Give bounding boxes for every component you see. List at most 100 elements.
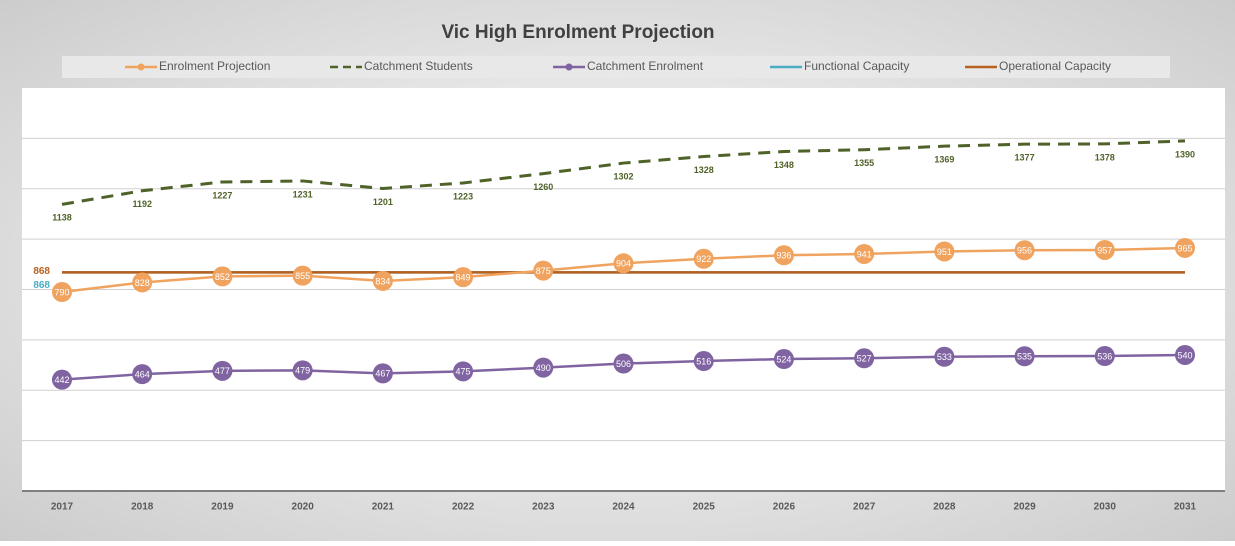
x-tick-label: 2030 (1094, 502, 1117, 513)
chart-title: Vic High Enrolment Projection (441, 22, 714, 43)
data-label: 490 (536, 363, 551, 373)
series-line (61, 139, 1186, 206)
x-tick-label: 2028 (933, 502, 956, 513)
data-label: 936 (776, 251, 791, 261)
data-label: 849 (456, 273, 471, 283)
data-label: 1355 (854, 158, 874, 168)
data-label: 956 (1017, 246, 1032, 256)
point-marker (212, 360, 233, 381)
data-label: 516 (696, 356, 711, 366)
data-label: 855 (295, 271, 310, 281)
legend-marker (137, 63, 145, 71)
point-marker (533, 357, 554, 378)
data-label: 533 (937, 352, 952, 362)
data-label: 524 (776, 354, 791, 364)
data-label: 1369 (934, 155, 954, 165)
point-marker (854, 243, 875, 264)
data-label: 941 (857, 249, 872, 259)
data-label: 1223 (453, 191, 473, 201)
data-label: 506 (616, 359, 631, 369)
data-label: 1302 (613, 171, 633, 181)
data-label: 852 (215, 272, 230, 282)
data-label: 442 (54, 375, 69, 385)
data-label: 951 (937, 247, 952, 257)
x-tick-label: 2023 (532, 502, 555, 513)
point-marker (854, 348, 875, 369)
point-marker (372, 270, 393, 291)
legend-label: Functional Capacity (804, 59, 909, 73)
point-marker (132, 364, 153, 385)
point-marker (1094, 239, 1115, 260)
data-label: 868 (33, 280, 50, 291)
point-marker (453, 361, 474, 382)
x-tick-label: 2017 (51, 502, 74, 513)
point-marker (292, 265, 313, 286)
point-marker (934, 241, 955, 262)
point-marker (1014, 346, 1035, 367)
data-label: 1260 (533, 182, 553, 192)
data-label: 1390 (1175, 149, 1195, 159)
data-label: 477 (215, 366, 230, 376)
point-marker (1175, 344, 1195, 365)
data-label: 875 (536, 266, 551, 276)
x-tick-label: 2027 (853, 502, 876, 513)
data-label: 540 (1177, 350, 1192, 360)
legend-label: Catchment Enrolment (587, 59, 704, 73)
point-marker (212, 266, 233, 287)
point-marker (773, 245, 794, 266)
point-marker (773, 349, 794, 370)
legend-label: Enrolment Projection (159, 59, 270, 73)
x-tick-label: 2024 (612, 502, 635, 513)
data-label: 527 (857, 354, 872, 364)
data-label: 1201 (373, 197, 393, 207)
x-tick-label: 2018 (131, 502, 154, 513)
x-tick-label: 2029 (1013, 502, 1036, 513)
data-label: 1227 (212, 190, 232, 200)
data-label: 828 (135, 278, 150, 288)
point-marker (1014, 240, 1035, 261)
x-tick-label: 2025 (693, 502, 716, 513)
point-marker (52, 369, 72, 390)
data-label: 790 (54, 287, 69, 297)
x-tick-label: 2021 (372, 502, 395, 513)
data-label: 535 (1017, 352, 1032, 362)
point-marker (132, 272, 153, 293)
legend-marker (565, 63, 573, 71)
data-label: 965 (1177, 243, 1192, 253)
data-label: 922 (696, 254, 711, 264)
point-marker (52, 282, 72, 303)
x-tick-label: 2019 (211, 502, 234, 513)
point-marker (1175, 237, 1195, 258)
data-label: 464 (135, 370, 150, 380)
data-label: 904 (616, 259, 631, 269)
data-label: 1328 (694, 165, 714, 175)
point-marker (1094, 345, 1115, 366)
data-label: 475 (456, 367, 471, 377)
data-label: 467 (375, 369, 390, 379)
x-tick-label: 2022 (452, 502, 475, 513)
legend-label: Operational Capacity (999, 59, 1111, 73)
point-marker (292, 360, 313, 381)
point-marker (533, 260, 554, 281)
data-label: 957 (1097, 245, 1112, 255)
legend-label: Catchment Students (364, 59, 473, 73)
data-label: 1138 (52, 213, 72, 223)
point-marker (693, 248, 714, 269)
x-tick-label: 2020 (292, 502, 315, 513)
data-label: 1231 (293, 189, 313, 199)
point-marker (613, 353, 634, 374)
point-marker (613, 253, 634, 274)
data-label: 1348 (774, 160, 794, 170)
data-label: 1377 (1015, 153, 1035, 163)
data-label: 868 (33, 266, 50, 277)
legend-band (62, 56, 1170, 78)
point-marker (453, 267, 474, 288)
data-label: 1378 (1095, 152, 1115, 162)
data-label: 479 (295, 366, 310, 376)
x-tick-label: 2031 (1174, 502, 1197, 513)
data-label: 536 (1097, 351, 1112, 361)
x-tick-label: 2026 (773, 502, 796, 513)
point-marker (693, 351, 714, 372)
point-marker (372, 363, 393, 384)
